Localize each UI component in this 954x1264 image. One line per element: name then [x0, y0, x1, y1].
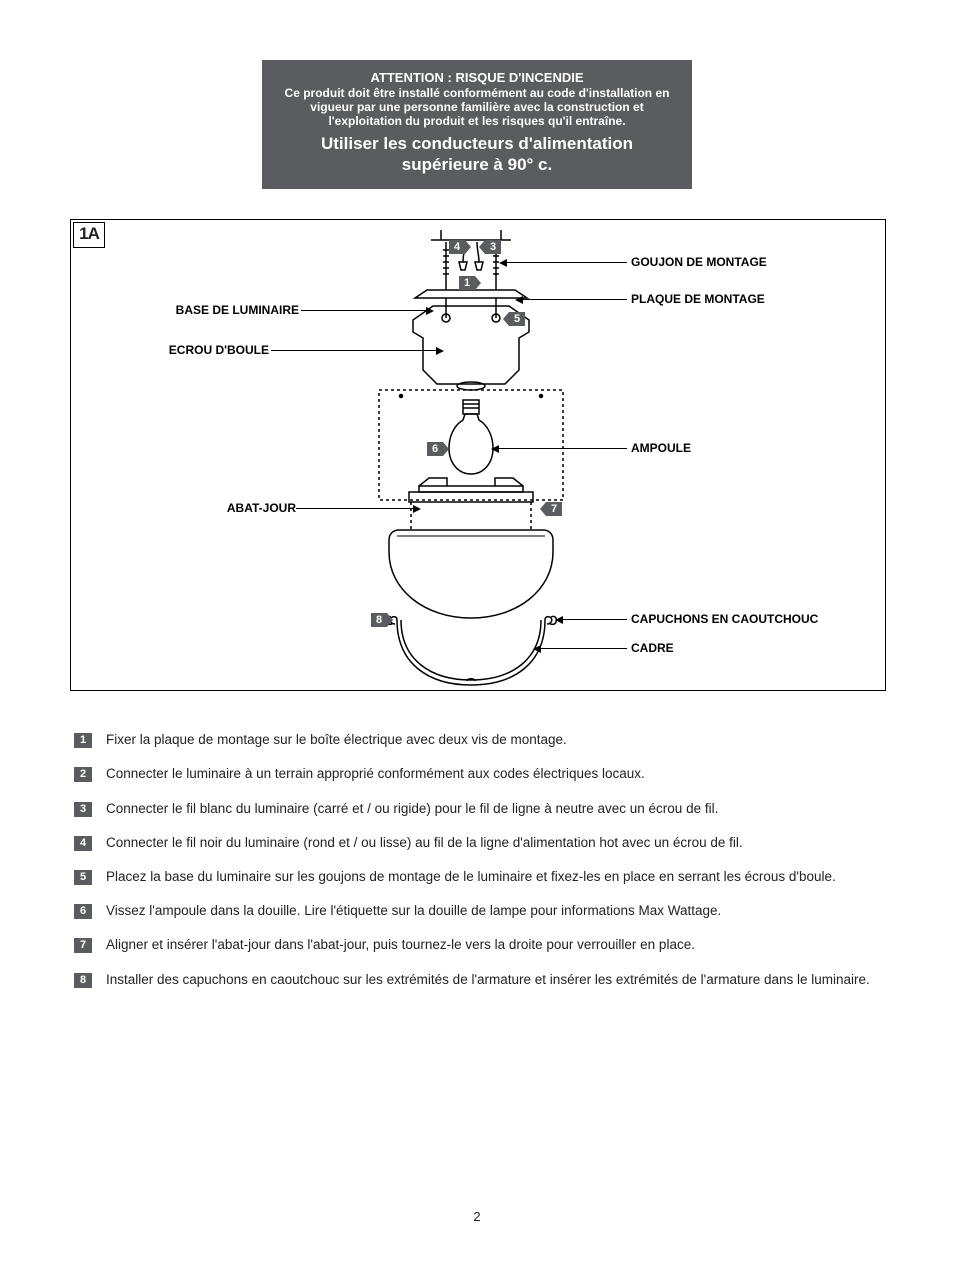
leader-line [521, 299, 627, 300]
step-number: 1 [74, 733, 92, 748]
step-text: Connecter le fil blanc du luminaire (car… [106, 800, 880, 818]
callout-5: 5 [509, 312, 525, 326]
warning-title: ATTENTION : RISQUE D'INCENDIE [276, 70, 678, 85]
arrow-icon [491, 445, 499, 453]
label-ecrou-dboule: ECROU D'BOULE [139, 343, 269, 357]
leader-line [301, 310, 429, 311]
label-abat-jour: ABAT-JOUR [211, 501, 296, 515]
instructions-list: 1 Fixer la plaque de montage sur le boît… [70, 731, 884, 989]
step-text: Fixer la plaque de montage sur le boîte … [106, 731, 880, 749]
warning-body: Ce produit doit être installé conforméme… [276, 87, 678, 128]
label-cadre: CADRE [631, 641, 674, 655]
arrow-icon [426, 307, 434, 315]
callout-3: 3 [485, 240, 501, 254]
instruction-item: 6 Vissez l'ampoule dans la douille. Lire… [74, 902, 880, 920]
warning-banner: ATTENTION : RISQUE D'INCENDIE Ce produit… [262, 60, 692, 189]
arrow-icon [499, 259, 507, 267]
document-page: ATTENTION : RISQUE D'INCENDIE Ce produit… [0, 0, 954, 1264]
step-number: 8 [74, 973, 92, 988]
instruction-item: 8 Installer des capuchons en caoutchouc … [74, 971, 880, 989]
instruction-item: 1 Fixer la plaque de montage sur le boît… [74, 731, 880, 749]
instruction-item: 4 Connecter le fil noir du luminaire (ro… [74, 834, 880, 852]
step-number: 4 [74, 836, 92, 851]
arrow-icon [515, 296, 523, 304]
callout-1: 1 [459, 276, 475, 290]
page-number: 2 [70, 1209, 884, 1224]
leader-line [296, 508, 416, 509]
callout-8: 8 [371, 613, 387, 627]
warning-subtitle: Utiliser les conducteurs d'alimentation … [276, 134, 678, 175]
instruction-item: 7 Aligner et insérer l'abat-jour dans l'… [74, 936, 880, 954]
arrow-icon [533, 645, 541, 653]
callout-4: 4 [449, 240, 465, 254]
step-number: 5 [74, 870, 92, 885]
leader-line [539, 648, 627, 649]
step-number: 2 [74, 767, 92, 782]
step-text: Placez la base du luminaire sur les gouj… [106, 868, 880, 886]
callout-7: 7 [546, 502, 562, 516]
diagram-frame: 1A [70, 219, 886, 691]
instruction-item: 5 Placez la base du luminaire sur les go… [74, 868, 880, 886]
leader-line [497, 448, 627, 449]
label-plaque-de-montage: PLAQUE DE MONTAGE [631, 292, 765, 306]
arrow-icon [555, 616, 563, 624]
step-text: Aligner et insérer l'abat-jour dans l'ab… [106, 936, 880, 954]
instruction-item: 3 Connecter le fil blanc du luminaire (c… [74, 800, 880, 818]
instruction-item: 2 Connecter le luminaire à un terrain ap… [74, 765, 880, 783]
step-text: Connecter le luminaire à un terrain appr… [106, 765, 880, 783]
step-number: 6 [74, 904, 92, 919]
arrow-icon [436, 347, 444, 355]
label-capuchons: CAPUCHONS EN CAOUTCHOUC [631, 612, 818, 626]
step-text: Connecter le fil noir du luminaire (rond… [106, 834, 880, 852]
leader-line [561, 619, 627, 620]
label-ampoule: AMPOULE [631, 441, 691, 455]
step-text: Vissez l'ampoule dans la douille. Lire l… [106, 902, 880, 920]
step-number: 3 [74, 802, 92, 817]
leader-line [271, 350, 439, 351]
label-goujon-de-montage: GOUJON DE MONTAGE [631, 255, 767, 269]
callout-6: 6 [427, 442, 443, 456]
label-base-de-luminaire: BASE DE LUMINAIRE [149, 303, 299, 317]
step-number: 7 [74, 938, 92, 953]
arrow-icon [413, 505, 421, 513]
leader-line [505, 262, 627, 263]
step-text: Installer des capuchons en caoutchouc su… [106, 971, 880, 989]
